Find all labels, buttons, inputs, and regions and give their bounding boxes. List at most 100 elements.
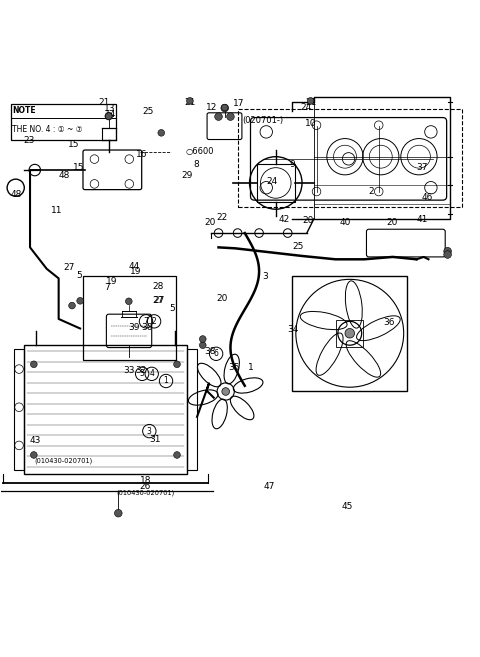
Circle shape xyxy=(307,97,314,104)
Bar xyxy=(292,276,407,390)
Text: 29: 29 xyxy=(181,171,192,180)
Text: 23: 23 xyxy=(24,137,35,145)
Text: 24: 24 xyxy=(267,177,278,186)
Bar xyxy=(238,109,462,207)
Text: 3: 3 xyxy=(262,271,268,281)
Text: 17: 17 xyxy=(233,99,245,108)
Text: 5: 5 xyxy=(76,271,82,279)
Circle shape xyxy=(199,342,206,349)
Text: 18: 18 xyxy=(140,476,151,485)
Circle shape xyxy=(115,509,122,517)
Circle shape xyxy=(221,104,228,112)
Text: 38: 38 xyxy=(204,347,216,356)
Circle shape xyxy=(444,251,451,258)
Circle shape xyxy=(222,388,229,396)
Text: 10: 10 xyxy=(305,119,316,128)
Text: 8: 8 xyxy=(193,160,199,170)
Circle shape xyxy=(125,298,132,305)
Bar xyxy=(187,349,197,470)
Text: 20: 20 xyxy=(386,218,397,227)
Text: (010430-020701): (010430-020701) xyxy=(34,458,93,464)
Circle shape xyxy=(227,113,234,120)
Text: 7: 7 xyxy=(105,283,110,292)
Bar xyxy=(14,349,24,470)
Bar xyxy=(257,164,295,202)
Text: 32: 32 xyxy=(135,366,147,375)
Text: 46: 46 xyxy=(422,193,433,202)
Text: 5: 5 xyxy=(169,304,175,313)
Circle shape xyxy=(158,129,165,136)
Text: 31: 31 xyxy=(149,435,161,443)
Text: 48: 48 xyxy=(59,171,70,180)
Circle shape xyxy=(174,451,180,459)
Text: 48: 48 xyxy=(11,191,23,199)
Text: 9: 9 xyxy=(289,160,295,170)
Text: 37: 37 xyxy=(417,163,428,171)
Text: 39: 39 xyxy=(128,323,140,332)
Circle shape xyxy=(69,302,75,309)
Text: 15: 15 xyxy=(73,163,84,171)
Text: 20: 20 xyxy=(216,294,228,304)
Text: 11: 11 xyxy=(50,206,62,215)
Text: 34: 34 xyxy=(288,325,299,334)
Circle shape xyxy=(31,361,37,368)
Text: 25: 25 xyxy=(292,242,304,251)
Text: 44: 44 xyxy=(129,262,140,271)
Text: 28: 28 xyxy=(152,282,164,291)
Text: 22: 22 xyxy=(216,214,228,222)
Circle shape xyxy=(221,104,228,111)
Circle shape xyxy=(105,112,113,120)
Circle shape xyxy=(77,298,84,304)
Circle shape xyxy=(31,451,37,459)
Text: 1: 1 xyxy=(248,363,253,372)
Text: 40: 40 xyxy=(339,218,351,227)
Text: 47: 47 xyxy=(264,482,275,491)
Text: 12: 12 xyxy=(205,103,217,112)
Text: 16: 16 xyxy=(136,150,148,159)
Text: 27: 27 xyxy=(153,296,165,306)
Text: 45: 45 xyxy=(342,501,353,510)
Bar xyxy=(83,276,176,359)
Text: 25: 25 xyxy=(143,107,154,116)
Text: 21: 21 xyxy=(305,98,316,107)
Text: 35: 35 xyxy=(228,363,240,372)
Text: THE NO. 4 : ① ~ ⑦: THE NO. 4 : ① ~ ⑦ xyxy=(12,125,83,135)
Circle shape xyxy=(215,113,222,120)
Text: 24: 24 xyxy=(300,103,312,112)
Bar xyxy=(336,320,363,347)
Circle shape xyxy=(187,97,193,104)
Text: ○6600: ○6600 xyxy=(185,147,214,156)
Circle shape xyxy=(199,336,206,342)
Circle shape xyxy=(174,361,180,368)
Circle shape xyxy=(345,328,355,338)
Text: 41: 41 xyxy=(417,215,428,224)
Text: 27: 27 xyxy=(63,263,75,272)
Text: 1: 1 xyxy=(164,376,168,386)
Text: 2: 2 xyxy=(152,317,156,326)
Text: 19: 19 xyxy=(107,277,118,286)
Text: 19: 19 xyxy=(130,267,142,276)
Text: (010430-020701): (010430-020701) xyxy=(116,490,175,497)
Text: 13: 13 xyxy=(105,104,116,114)
Text: 26: 26 xyxy=(140,482,151,491)
Text: 36: 36 xyxy=(383,318,395,327)
Text: 21: 21 xyxy=(184,98,195,107)
Text: 15: 15 xyxy=(68,140,80,149)
Text: 6: 6 xyxy=(214,350,218,358)
Text: 14: 14 xyxy=(105,110,116,119)
Text: 20: 20 xyxy=(302,216,313,225)
Text: 27: 27 xyxy=(152,296,164,306)
Circle shape xyxy=(106,113,112,120)
Text: 43: 43 xyxy=(30,436,41,445)
Text: 30: 30 xyxy=(141,323,153,332)
Text: 4: 4 xyxy=(149,369,154,378)
Text: 5: 5 xyxy=(140,369,144,378)
Text: (020701-): (020701-) xyxy=(242,116,284,125)
Text: 7: 7 xyxy=(144,317,148,326)
Text: 20: 20 xyxy=(205,218,216,227)
Text: 33: 33 xyxy=(123,366,135,375)
Circle shape xyxy=(444,248,451,255)
Text: 42: 42 xyxy=(278,215,289,224)
Text: 3: 3 xyxy=(147,426,152,436)
Bar xyxy=(11,104,116,140)
